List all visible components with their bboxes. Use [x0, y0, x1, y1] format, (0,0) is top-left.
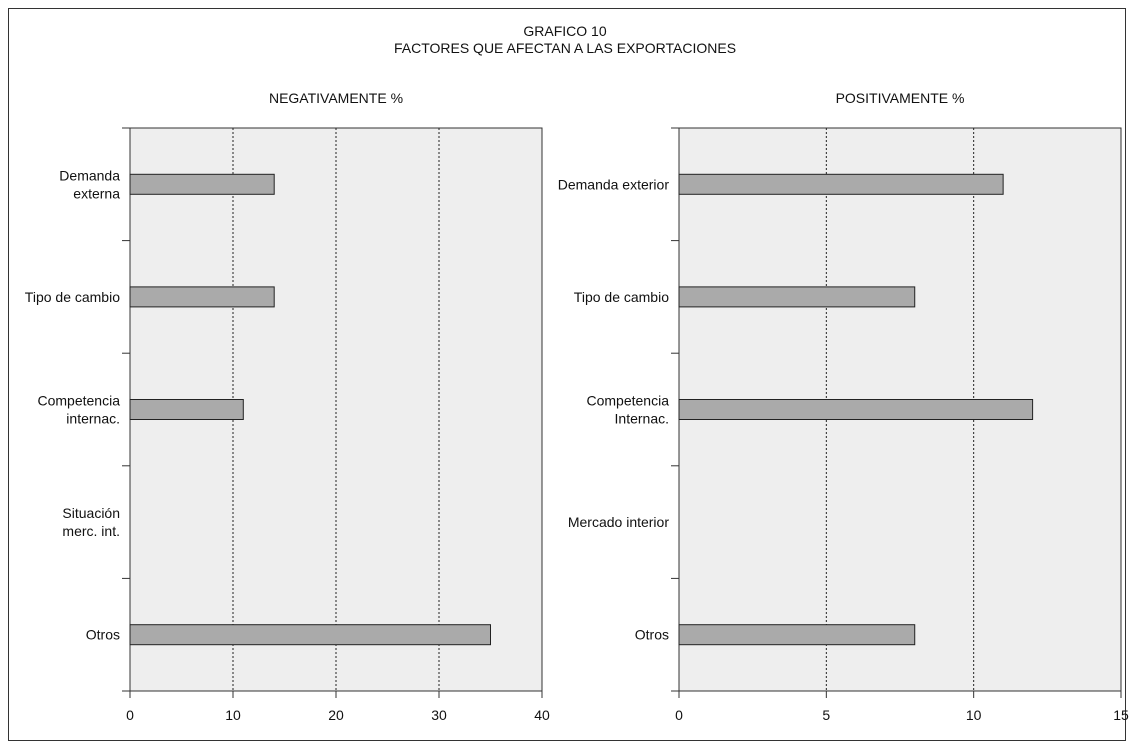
pos-x-tick-label-3: 15 [1113, 707, 1129, 723]
negative-panel-title: NEGATIVAMENTE % [268, 90, 404, 106]
neg-category-label-1: Tipo de cambio [25, 289, 120, 305]
positive-panel-title: POSITIVAMENTE % [835, 90, 965, 106]
neg-x-tick-label-2: 20 [328, 707, 344, 723]
pos-x-tick-label-1: 5 [822, 707, 830, 723]
neg-x-tick-label-3: 30 [431, 707, 447, 723]
neg-bar-1 [129, 286, 275, 308]
pos-x-tick-label-2: 10 [966, 707, 982, 723]
pos-category-label-0: Demanda exterior [558, 176, 670, 192]
neg-x-tick-label-1: 10 [225, 707, 241, 723]
figure-subtitle: FACTORES QUE AFECTAN A LAS EXPORTACIONES [393, 40, 737, 56]
pos-x-tick-label-0: 0 [675, 707, 683, 723]
pos-bar-2 [678, 399, 1034, 420]
neg-x-tick-label-0: 0 [126, 707, 134, 723]
pos-category-label-3: Mercado interior [568, 514, 669, 530]
neg-category-label-2: Competencia internac. [38, 393, 121, 427]
pos-bar-4 [678, 624, 916, 646]
neg-category-label-0: Demanda externa [59, 167, 120, 201]
neg-category-label-3: Situación merc. int. [62, 505, 120, 539]
neg-x-tick-label-4: 40 [534, 707, 550, 723]
neg-category-label-4: Otros [86, 627, 120, 643]
pos-bar-1 [678, 286, 916, 308]
pos-category-label-4: Otros [635, 627, 669, 643]
neg-bar-2 [129, 399, 244, 420]
pos-category-label-2: Competencia Internac. [587, 393, 670, 427]
pos-category-label-1: Tipo de cambio [574, 289, 669, 305]
pos-bar-0 [678, 173, 1004, 195]
neg-bar-0 [129, 173, 275, 195]
neg-bar-4 [129, 624, 491, 646]
figure-title: GRAFICO 10 [523, 23, 607, 39]
